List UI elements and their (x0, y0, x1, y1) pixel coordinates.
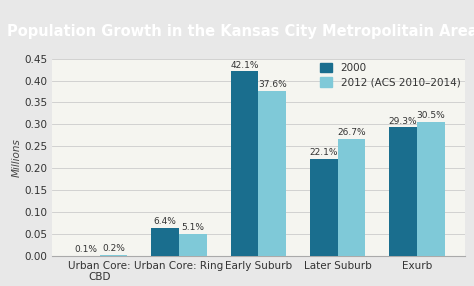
Bar (230, 71, 258, 256)
Bar (100, 255, 128, 256)
Text: 0.1%: 0.1% (74, 245, 97, 254)
Y-axis label: Millions: Millions (11, 138, 21, 177)
Bar (310, 159, 337, 256)
Text: 0.2%: 0.2% (102, 244, 125, 253)
Bar (389, 128, 417, 256)
Text: 37.6%: 37.6% (258, 80, 287, 89)
Text: 30.5%: 30.5% (417, 112, 445, 120)
Text: 26.7%: 26.7% (337, 128, 366, 137)
Text: Population Growth in the Kansas City Metropolitain Area by Sector: Population Growth in the Kansas City Met… (7, 23, 474, 39)
Bar (337, 139, 365, 256)
Text: 22.1%: 22.1% (310, 148, 338, 157)
Text: 5.1%: 5.1% (182, 223, 204, 232)
Bar (258, 91, 286, 256)
Bar (417, 122, 445, 256)
Bar (179, 234, 207, 256)
Text: 42.1%: 42.1% (230, 61, 259, 69)
Legend: 2000, 2012 (ACS 2010–2014): 2000, 2012 (ACS 2010–2014) (317, 60, 464, 91)
Text: 6.4%: 6.4% (154, 217, 177, 226)
Bar (151, 228, 179, 256)
Text: 29.3%: 29.3% (389, 117, 418, 126)
Bar (72, 255, 100, 256)
